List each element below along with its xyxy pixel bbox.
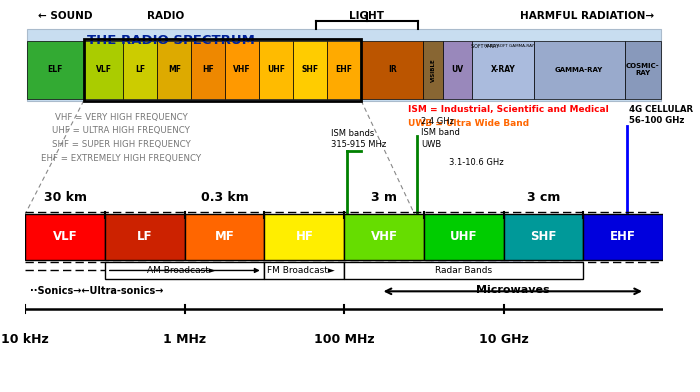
Text: UWB = Ultra Wide Band: UWB = Ultra Wide Band <box>408 118 529 127</box>
Text: 3.1-10.6 GHz: 3.1-10.6 GHz <box>449 158 504 167</box>
Text: 3 cm: 3 cm <box>527 191 560 204</box>
Text: UHF: UHF <box>267 65 286 74</box>
Bar <box>265 261 344 279</box>
Bar <box>259 41 293 99</box>
Bar <box>185 214 265 260</box>
Text: GAMMA-RAY: GAMMA-RAY <box>555 67 603 73</box>
Text: UHF: UHF <box>450 230 477 243</box>
Text: AM Broadcast►: AM Broadcast► <box>147 266 216 275</box>
Text: VLF: VLF <box>95 65 111 74</box>
Bar <box>158 41 191 99</box>
Text: ··Sonics→←Ultra-sonics→: ··Sonics→←Ultra-sonics→ <box>30 286 163 296</box>
Bar <box>624 41 661 99</box>
Text: LIGHT: LIGHT <box>349 11 384 21</box>
Bar <box>430 214 522 269</box>
Text: VHF = VERY HIGH FREQUENCY: VHF = VERY HIGH FREQUENCY <box>55 113 188 122</box>
Text: LF: LF <box>135 65 146 74</box>
Bar <box>583 214 663 260</box>
Bar <box>25 214 105 260</box>
Bar <box>27 41 84 99</box>
Text: X-RAY: X-RAY <box>491 65 515 74</box>
Text: 1 MHz: 1 MHz <box>163 333 206 346</box>
Text: HARMFUL RADIATION→: HARMFUL RADIATION→ <box>519 11 654 21</box>
Bar <box>534 41 624 99</box>
Text: HF: HF <box>202 65 214 74</box>
Text: EHF = EXTREMELY HIGH FREQUENCY: EHF = EXTREMELY HIGH FREQUENCY <box>41 154 201 163</box>
Text: COSMIC-
RAY: COSMIC- RAY <box>626 64 659 76</box>
Text: UV: UV <box>452 65 463 74</box>
Text: 30 km: 30 km <box>43 191 87 204</box>
Text: Radar Bands: Radar Bands <box>435 266 492 275</box>
Text: ← SOUND: ← SOUND <box>38 11 92 21</box>
Bar <box>191 41 225 99</box>
Bar <box>123 41 158 99</box>
Text: 0.3 km: 0.3 km <box>201 191 248 204</box>
Text: ELF: ELF <box>48 65 63 74</box>
Text: LF: LF <box>137 230 153 243</box>
Bar <box>84 39 361 101</box>
Bar <box>84 41 123 99</box>
Text: VISIBLE: VISIBLE <box>431 58 436 82</box>
Bar <box>424 214 504 260</box>
Text: Microwaves: Microwaves <box>476 285 550 295</box>
Bar <box>344 261 583 279</box>
Text: SHF: SHF <box>302 65 318 74</box>
Text: VHF: VHF <box>234 65 251 74</box>
Bar <box>327 41 361 99</box>
Bar <box>344 214 424 260</box>
Text: MF: MF <box>168 65 181 74</box>
Bar <box>27 29 661 101</box>
Text: EHF: EHF <box>336 65 353 74</box>
Text: VHF: VHF <box>370 230 398 243</box>
Text: IR: IR <box>388 65 397 74</box>
Bar <box>265 214 344 260</box>
Text: ISM = Industrial, Scientific and Medical: ISM = Industrial, Scientific and Medical <box>408 105 609 114</box>
Bar <box>225 41 259 99</box>
Text: FM Broadcast►: FM Broadcast► <box>267 266 335 275</box>
Bar <box>105 214 185 260</box>
Text: VLF: VLF <box>52 230 78 243</box>
Bar <box>472 41 534 99</box>
Text: SHF = SUPER HIGH FREQUENCY: SHF = SUPER HIGH FREQUENCY <box>52 140 190 149</box>
Text: 10 GHz: 10 GHz <box>479 333 528 346</box>
Text: MF: MF <box>215 230 235 243</box>
Text: UHF = ULTRA HIGH FREQUENCY: UHF = ULTRA HIGH FREQUENCY <box>52 127 190 136</box>
Text: SHF: SHF <box>531 230 556 243</box>
Bar <box>424 41 443 99</box>
Text: 4G CELLULAR
56-100 GHz: 4G CELLULAR 56-100 GHz <box>629 105 694 125</box>
Bar <box>443 41 472 99</box>
Text: SOFT X-RAY: SOFT X-RAY <box>471 44 499 49</box>
Text: HARD SOFT GAMMA-RAY: HARD SOFT GAMMA-RAY <box>484 44 534 48</box>
Text: RADIO: RADIO <box>147 11 184 21</box>
Text: 3 m: 3 m <box>371 191 397 204</box>
Text: ISM bands
315-915 MHz: ISM bands 315-915 MHz <box>330 129 386 149</box>
Text: 100 MHz: 100 MHz <box>314 333 375 346</box>
Bar <box>293 41 327 99</box>
Text: 2.4 GHz
ISM band
UWB: 2.4 GHz ISM band UWB <box>421 116 460 149</box>
Text: 10 kHz: 10 kHz <box>1 333 49 346</box>
Bar <box>504 214 583 260</box>
Bar <box>105 261 265 279</box>
Text: EHF: EHF <box>610 230 636 243</box>
Text: THE RADIO SPECTRUM: THE RADIO SPECTRUM <box>87 34 255 47</box>
Text: HF: HF <box>295 230 314 243</box>
Bar <box>361 41 423 99</box>
